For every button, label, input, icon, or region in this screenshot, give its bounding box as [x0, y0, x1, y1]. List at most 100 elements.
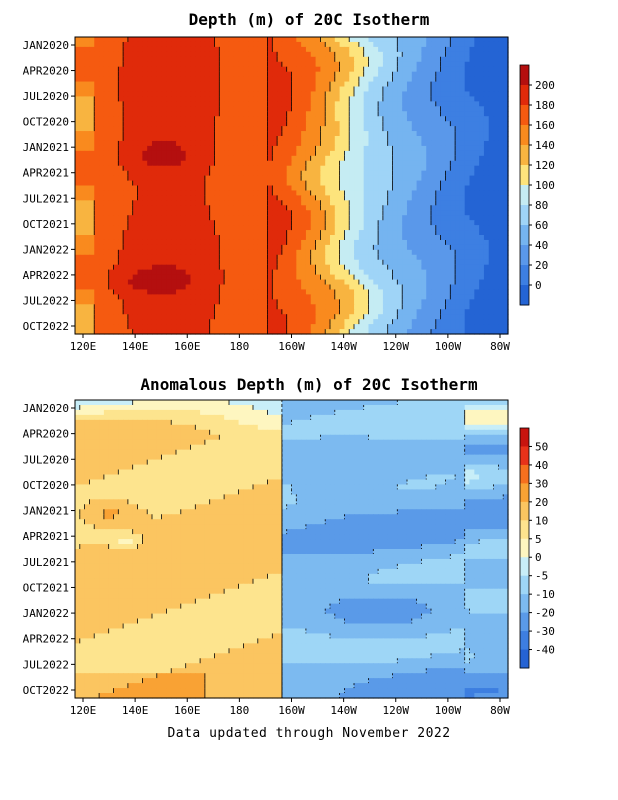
field-cell: [296, 274, 302, 281]
field-cell: [243, 239, 249, 246]
field-cell: [272, 155, 278, 162]
field-cell: [214, 274, 220, 281]
field-cell: [118, 294, 124, 300]
field-cell: [445, 86, 451, 93]
field-cell: [233, 56, 240, 63]
field-cell: [272, 239, 278, 246]
field-cell: [431, 304, 437, 310]
field-cell: [185, 41, 192, 48]
field-cell: [411, 121, 418, 127]
field-cell: [378, 51, 384, 58]
field-cell: [195, 136, 201, 142]
field-cell: [402, 46, 408, 53]
field-cell: [301, 230, 307, 236]
field-cell: [426, 225, 432, 231]
field-cell: [435, 200, 442, 206]
field-cell: [113, 230, 119, 236]
field-cell: [267, 200, 273, 206]
field-cell: [248, 96, 254, 102]
field-cell: [243, 284, 249, 291]
field-cell: [132, 121, 139, 127]
field-cell: [228, 309, 235, 315]
field-cell: [257, 121, 264, 127]
field-cell: [272, 111, 278, 117]
field-cell: [445, 210, 451, 216]
field-cell: [440, 61, 447, 68]
field-cell: [75, 56, 81, 63]
field-cell: [411, 185, 418, 192]
field-cell: [161, 131, 168, 137]
field-cell: [349, 215, 355, 221]
field-cell: [397, 210, 403, 216]
field-cell: [281, 190, 288, 196]
field-cell: [257, 111, 264, 117]
field-cell: [99, 136, 105, 142]
field-cell: [253, 185, 259, 192]
field-cell: [267, 61, 273, 68]
field-cell: [214, 150, 220, 157]
field-cell: [406, 160, 413, 167]
field-cell: [493, 155, 499, 162]
field-cell: [305, 96, 312, 102]
field-cell: [382, 185, 389, 192]
field-cell: [79, 51, 86, 58]
field-cell: [257, 170, 264, 177]
field-cell: [219, 155, 225, 162]
field-cell: [228, 249, 235, 256]
field-cell: [354, 205, 360, 211]
field-cell: [334, 96, 341, 102]
field-cell: [243, 37, 249, 43]
field-cell: [151, 220, 158, 226]
field-cell: [363, 136, 370, 142]
field-cell: [325, 116, 331, 122]
field-cell: [147, 249, 153, 256]
field-cell: [171, 225, 177, 231]
field-cell: [387, 225, 394, 231]
field-cell: [267, 136, 273, 142]
field-cell: [257, 299, 264, 305]
field-cell: [79, 294, 86, 300]
field-cell: [440, 215, 447, 221]
field-cell: [132, 140, 139, 147]
field-cell: [329, 284, 336, 291]
field-cell: [305, 76, 312, 83]
field-cell: [474, 225, 480, 231]
field-cell: [171, 96, 177, 102]
field-cell: [416, 254, 422, 261]
field-cell: [440, 210, 447, 216]
field-cell: [301, 91, 307, 97]
field-cell: [479, 37, 485, 43]
field-cell: [431, 145, 437, 152]
field-cell: [320, 170, 326, 177]
field-cell: [315, 215, 321, 221]
field-cell: [137, 101, 143, 107]
field-cell: [176, 294, 182, 300]
field-cell: [445, 170, 451, 177]
field-cell: [479, 220, 485, 226]
field-cell: [127, 41, 134, 48]
field-cell: [363, 116, 370, 122]
field-cell: [156, 225, 163, 231]
field-cell: [84, 284, 91, 291]
field-cell: [291, 76, 297, 83]
field-cell: [426, 136, 432, 142]
field-cell: [176, 200, 182, 206]
field-cell: [455, 155, 461, 162]
field-cell: [123, 41, 129, 48]
field-cell: [272, 106, 278, 112]
field-cell: [479, 254, 485, 261]
field-cell: [171, 46, 177, 53]
field-cell: [483, 140, 490, 147]
field-cell: [257, 155, 264, 162]
field-cell: [445, 101, 451, 107]
field-cell: [315, 155, 321, 162]
field-cell: [445, 269, 451, 276]
field-cell: [329, 230, 336, 236]
field-cell: [498, 180, 504, 187]
field-cell: [156, 220, 163, 226]
field-cell: [219, 215, 225, 221]
field-cell: [89, 91, 95, 97]
field-cell: [272, 165, 278, 172]
field-cell: [204, 136, 211, 142]
field-cell: [392, 145, 398, 152]
